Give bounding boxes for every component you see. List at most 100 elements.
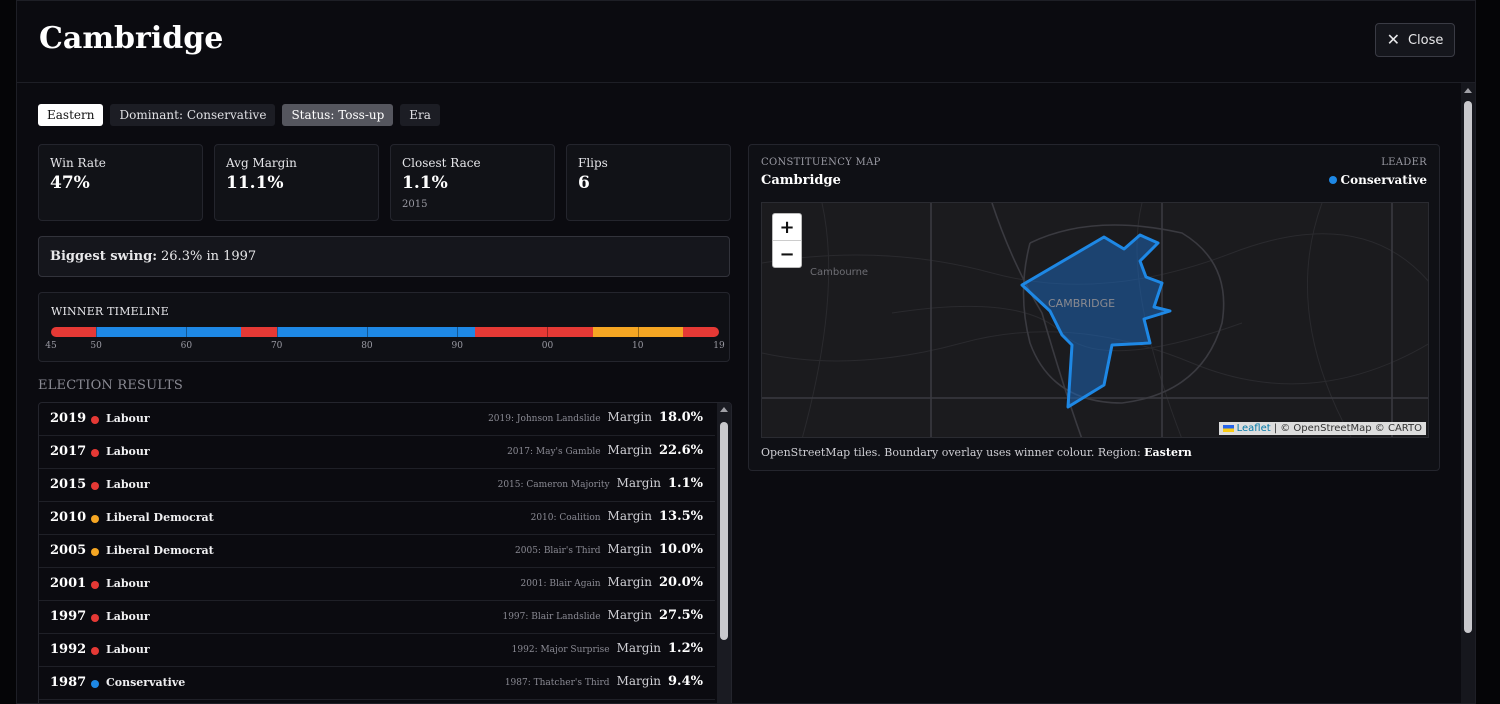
page-scrollbar[interactable] bbox=[1461, 83, 1475, 703]
party-dot bbox=[91, 581, 99, 589]
party-dot bbox=[91, 449, 99, 457]
scroll-up-icon[interactable] bbox=[1464, 88, 1472, 93]
result-margin: 18.0% bbox=[658, 410, 703, 425]
timeline-segment bbox=[276, 327, 476, 337]
result-right: 2019: Johnson Landslide Margin 18.0% bbox=[488, 410, 703, 425]
map-caption: OpenStreetMap tiles. Boundary overlay us… bbox=[761, 446, 1192, 459]
result-row[interactable]: 1992 Labour 1992: Major Surprise Margin 1.2% bbox=[39, 634, 715, 667]
close-button[interactable]: ✕ Close bbox=[1375, 23, 1455, 57]
result-right: 2017: May's Gamble Margin 22.6% bbox=[507, 443, 703, 458]
timeline-divider bbox=[186, 327, 188, 337]
result-party: Liberal Democrat bbox=[106, 544, 214, 557]
modal-body: Eastern Dominant: Conservative Status: T… bbox=[17, 83, 1475, 703]
stat-label: Flips bbox=[578, 156, 608, 170]
party-dot bbox=[91, 482, 99, 490]
timeline-divider bbox=[96, 327, 98, 337]
result-era: 2017: May's Gamble bbox=[507, 447, 601, 457]
stat-value: 1.1% bbox=[402, 173, 448, 193]
margin-label: Margin bbox=[607, 509, 652, 523]
timeline-tick: 70 bbox=[270, 341, 283, 351]
timeline-tick: 50 bbox=[90, 341, 102, 351]
margin-label: Margin bbox=[616, 476, 662, 490]
result-margin: 20.0% bbox=[658, 575, 703, 590]
result-row[interactable]: 2010 Liberal Democrat 2010: Coalition Margi… bbox=[39, 502, 715, 535]
close-icon: ✕ bbox=[1386, 30, 1400, 49]
margin-label: Margin bbox=[616, 674, 662, 688]
stat-value: 6 bbox=[578, 173, 590, 193]
timeline-divider bbox=[547, 327, 549, 337]
timeline-tick: 90 bbox=[451, 341, 463, 351]
constituency-map-card: CONSTITUENCY MAP Cambridge LEADER Conser… bbox=[748, 144, 1440, 471]
results-list[interactable]: 2019 Labour 2019: Johnson Landslide Margin 1… bbox=[38, 402, 732, 703]
stat-value: 47% bbox=[50, 173, 90, 193]
results-scrollbar[interactable] bbox=[717, 403, 731, 703]
leader-dot bbox=[1328, 176, 1337, 184]
timeline-divider bbox=[276, 327, 278, 337]
stat-label: Avg Margin bbox=[226, 156, 297, 170]
result-year: 1987 bbox=[50, 675, 87, 690]
map-view[interactable]: Cambourne CAMBRIDGE + − Leaflet | © Open… bbox=[761, 202, 1429, 438]
result-row[interactable]: 1987 Conservative 1987: Thatcher's Third Ma… bbox=[39, 667, 715, 700]
leaflet-link[interactable]: Leaflet bbox=[1236, 423, 1271, 434]
result-year: 2010 bbox=[50, 510, 87, 525]
swing-value: 26.3% in 1997 bbox=[161, 249, 257, 264]
timeline-tick: 60 bbox=[180, 341, 193, 351]
timeline-segment bbox=[96, 327, 241, 337]
result-row[interactable]: 2001 Labour 2001: Blair Again Margin 20.0% bbox=[39, 568, 715, 601]
result-year: 2005 bbox=[50, 543, 87, 558]
result-row[interactable]: 1997 Labour 1997: Blair Landslide Margin 27.… bbox=[39, 601, 715, 634]
modal-header: Cambridge ✕ Close bbox=[17, 1, 1475, 83]
result-row[interactable]: 2017 Labour 2017: May's Gamble Margin 22.6% bbox=[39, 436, 715, 469]
stat-sub: 2015 bbox=[402, 199, 428, 210]
result-right: 2015: Cameron Majority Margin 1.1% bbox=[498, 476, 703, 491]
result-margin: 27.5% bbox=[658, 608, 703, 623]
margin-label: Margin bbox=[607, 575, 652, 589]
zoom-in-button[interactable]: + bbox=[779, 216, 795, 238]
timeline-divider bbox=[637, 327, 639, 337]
result-party: Conservative bbox=[106, 676, 186, 689]
zoom-out-button[interactable]: − bbox=[773, 240, 801, 267]
swing-label: Biggest swing: bbox=[50, 249, 158, 264]
scroll-up-icon[interactable] bbox=[720, 407, 728, 412]
timeline-divider bbox=[457, 327, 459, 337]
constituency-boundary bbox=[1020, 233, 1172, 409]
place-label-cambridge: CAMBRIDGE bbox=[1048, 297, 1115, 310]
stat-win-rate: Win Rate 47% bbox=[38, 144, 203, 221]
result-era: 1992: Major Surprise bbox=[511, 645, 610, 655]
result-era: 2019: Johnson Landslide bbox=[488, 414, 601, 424]
map-constituency-name: Cambridge bbox=[761, 173, 841, 188]
status-badge: Status: Toss-up bbox=[282, 104, 394, 126]
result-row[interactable]: 2005 Liberal Democrat 2005: Blair's Third M… bbox=[39, 535, 715, 568]
close-label: Close bbox=[1407, 32, 1444, 48]
result-era: 2005: Blair's Third bbox=[515, 546, 601, 556]
result-row[interactable]: 2015 Labour 2015: Cameron Majority Margin 1.… bbox=[39, 469, 715, 502]
winner-timeline: WINNER TIMELINE 45 50 60 70 80 90 00 10 19 bbox=[38, 292, 730, 362]
ukraine-flag-icon bbox=[1222, 425, 1234, 432]
stat-label: Win Rate bbox=[50, 156, 106, 170]
result-era: 2001: Blair Again bbox=[520, 579, 601, 589]
era-badge: Era bbox=[400, 104, 440, 126]
result-right: 1987: Thatcher's Third Margin 9.4% bbox=[505, 674, 703, 689]
result-row[interactable]: 2019 Labour 2019: Johnson Landslide Margin 1… bbox=[39, 403, 715, 436]
timeline-tick: 00 bbox=[541, 341, 554, 351]
results-scroll-thumb[interactable] bbox=[720, 422, 728, 640]
caption-region: Eastern bbox=[1144, 446, 1192, 459]
result-right: 2005: Blair's Third Margin 10.0% bbox=[515, 542, 703, 557]
leader-party: Conservative bbox=[1340, 173, 1427, 187]
margin-label: Margin bbox=[607, 542, 652, 556]
result-party: Liberal Democrat bbox=[106, 511, 214, 524]
result-margin: 10.0% bbox=[658, 542, 703, 557]
result-party: Labour bbox=[106, 445, 150, 458]
stats-row: Win Rate 47% Avg Margin 11.1% Closest Ra… bbox=[38, 144, 731, 221]
page-scroll-thumb[interactable] bbox=[1464, 101, 1472, 633]
leader-kicker: LEADER bbox=[1381, 157, 1427, 168]
result-party: Labour bbox=[106, 577, 150, 590]
timeline-label: WINNER TIMELINE bbox=[51, 305, 169, 318]
result-party: Labour bbox=[106, 478, 150, 491]
result-year: 2015 bbox=[50, 477, 87, 492]
result-year: 1992 bbox=[50, 642, 87, 657]
dominant-badge: Dominant: Conservative bbox=[110, 104, 276, 126]
timeline-tick: 45 bbox=[45, 341, 57, 351]
results-title: ELECTION RESULTS bbox=[38, 378, 184, 393]
stat-label: Closest Race bbox=[402, 156, 481, 170]
